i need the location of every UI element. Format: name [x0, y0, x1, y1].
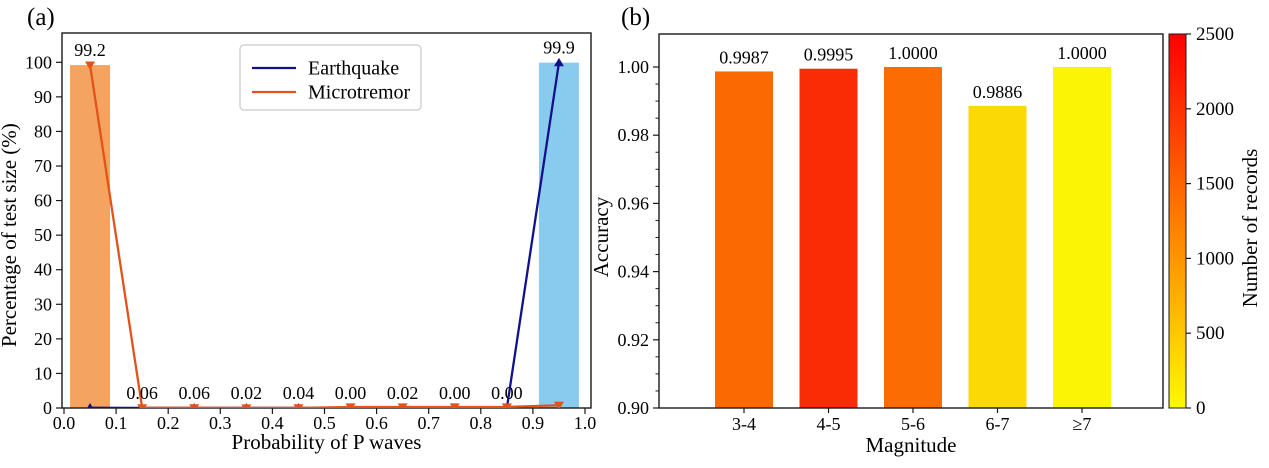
colorbar-tick-label: 2000	[1196, 99, 1234, 120]
x-tick-label-a: 0.7	[417, 413, 440, 433]
y-tick-label-a: 50	[34, 225, 52, 245]
microtremor-point-label: 0.02	[231, 383, 263, 403]
microtremor-marker	[241, 404, 252, 408]
colorbar-tick-label: 2500	[1196, 24, 1234, 45]
microtremor-marker	[449, 403, 460, 408]
bar-value-label: 0.9987	[719, 47, 769, 67]
y-tick-label-b: 0.96	[618, 193, 650, 213]
microtremor-marker	[293, 404, 304, 408]
x-tick-label-a: 0.2	[157, 413, 180, 433]
colorbar-tick-label: 1500	[1196, 174, 1234, 195]
bar-microtremor	[70, 65, 111, 408]
axes-b-frame	[658, 33, 1164, 409]
microtremor-marker	[137, 404, 148, 408]
x-tick-label-b: 5-6	[901, 414, 925, 434]
y-tick-label-a: 70	[34, 156, 52, 176]
colorbar-tick-label: 500	[1196, 323, 1225, 344]
x-tick-label-a: 0.6	[365, 413, 388, 433]
axes-b: 0.9987 0.9995 1.0000 0.9886 1.0000 0.90 0.92 0.…	[589, 24, 1262, 457]
x-tick-label-a: 0.9	[522, 413, 545, 433]
x-tick-label-b: 6-7	[986, 414, 1010, 434]
microtremor-marker	[397, 403, 408, 408]
y-tick-label-b: 0.98	[618, 125, 650, 145]
bar-value-label: 0.9995	[804, 45, 854, 65]
axes-a: 0.0 0.1 0.2 0.3 0.4 0.5 0.6 0.7 0.8 0.9 1.0 0 10 20 30…	[0, 32, 597, 454]
bar-earthquake	[538, 62, 579, 409]
magnitude-bar	[799, 68, 858, 408]
y-tick-label-b: 0.90	[618, 398, 650, 418]
y-tick-label-a: 30	[34, 294, 52, 314]
x-tick-label-b: ≥7	[1073, 414, 1092, 434]
legend-entry-microtremor: Microtremor	[252, 82, 411, 104]
microtremor-point-label: 99.2	[74, 40, 106, 60]
y-tick-label-a: 10	[34, 363, 52, 383]
earthquake-point-label: 0.00	[491, 383, 523, 403]
bar-value-label: 1.0000	[1057, 43, 1107, 63]
earthquake-point-label: 0.00	[335, 383, 367, 403]
earthquake-point-label: 0.00	[439, 383, 471, 403]
y-tick-label-a: 80	[34, 121, 52, 141]
panel-b-label: (b)	[621, 4, 651, 31]
x-tick-label-a: 0.0	[53, 413, 76, 433]
microtremor-point-label: 0.06	[179, 383, 211, 403]
earthquake-marker	[553, 57, 564, 67]
microtremor-marker	[553, 401, 564, 408]
legend-box	[239, 44, 422, 111]
legend-entry-earthquake: Earthquake	[252, 58, 399, 80]
y-tick-label-a: 20	[34, 329, 52, 349]
x-axis-title-b: Magnitude	[866, 433, 957, 457]
panel-a-label: (a)	[27, 4, 55, 31]
earthquake-line	[90, 62, 561, 408]
colorbar: 0 500 1000 1500 2000 2500 Number of records	[1168, 24, 1262, 419]
microtremor-marker	[501, 403, 512, 408]
legend-label-microtremor: Microtremor	[308, 82, 411, 104]
microtremor-point-label: 0.06	[126, 383, 158, 403]
magnitude-bar	[715, 71, 773, 409]
colorbar-tick-label: 0	[1196, 398, 1206, 419]
x-axis-title-a: Probability of P waves	[232, 430, 422, 454]
microtremor-point-label: 0.04	[283, 383, 315, 403]
earthquake-point-label: 0.02	[387, 383, 419, 403]
earthquake-point-label: 99.9	[543, 38, 575, 58]
microtremor-line	[88, 64, 559, 408]
colorbar-title: Number of records	[1238, 149, 1262, 308]
bar-value-label: 0.9886	[973, 82, 1023, 102]
colorbar-tick-label: 1000	[1196, 248, 1234, 269]
magnitude-bar	[968, 105, 1027, 409]
y-tick-label-b: 0.94	[618, 262, 650, 282]
y-tick-label-a: 90	[34, 87, 52, 107]
magnitude-bar	[884, 67, 942, 408]
microtremor-marker	[85, 61, 96, 70]
y-tick-label-b: 1.00	[618, 57, 650, 77]
x-tick-label-a: 0.8	[470, 413, 493, 433]
series-lines-a	[85, 57, 564, 408]
colorbar-bar	[1168, 33, 1187, 409]
microtremor-marker	[189, 404, 200, 408]
x-tick-label-a: 0.5	[313, 413, 336, 433]
earthquake-marker	[87, 403, 94, 408]
magnitude-bar	[1053, 67, 1111, 408]
legend-label-earthquake: Earthquake	[308, 58, 399, 80]
y-axis-title-a: Percentage of test size (%)	[0, 123, 21, 347]
microtremor-marker	[345, 403, 356, 408]
y-tick-label-a: 60	[34, 191, 52, 211]
bar-value-label: 1.0000	[888, 43, 938, 63]
x-tick-label-a: 1.0	[574, 413, 597, 433]
y-tick-label-a: 0	[43, 398, 52, 418]
x-tick-label-a: 0.3	[209, 413, 232, 433]
y-axis-title-b: Accuracy	[589, 196, 613, 277]
x-tick-label-b: 4-5	[817, 414, 841, 434]
y-tick-label-b: 0.92	[618, 330, 650, 350]
x-tick-label-a: 0.1	[105, 413, 128, 433]
y-tick-label-a: 40	[34, 260, 52, 280]
x-tick-label-a: 0.4	[261, 413, 284, 433]
x-tick-label-b: 3-4	[732, 414, 756, 434]
y-tick-label-a: 100	[25, 52, 52, 72]
